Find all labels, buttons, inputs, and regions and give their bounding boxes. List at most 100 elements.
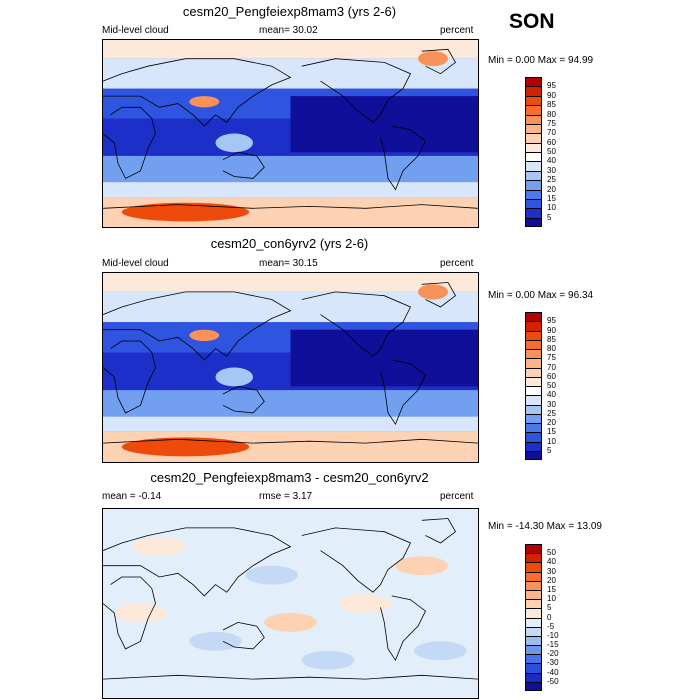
colorbar-swatch [526, 664, 541, 674]
map-plot [102, 508, 479, 699]
colorbar-swatch [526, 433, 541, 443]
min-max-label: Min = -14.30 Max = 13.09 [488, 521, 602, 532]
colorbar-tick-label: 25 [547, 175, 556, 185]
colorbar-tick-label: 20 [547, 575, 556, 585]
colorbar-tick-label: 90 [547, 325, 556, 335]
colorbar-swatches [525, 544, 542, 691]
coastline [380, 595, 427, 662]
coastline [103, 340, 156, 414]
colorbar-swatch [526, 655, 541, 665]
colorbar-swatch [526, 313, 541, 323]
coastline [301, 291, 412, 357]
coastline [103, 438, 478, 444]
colorbar-tick-label: -30 [547, 658, 559, 668]
colorbar-swatch [526, 162, 541, 172]
colorbar-swatch [526, 171, 541, 182]
colorbar-swatch [526, 359, 541, 369]
colorbar-swatch [526, 609, 541, 619]
colorbar-tick-label: 80 [547, 109, 556, 119]
colorbar-swatch [526, 134, 541, 144]
coastline [421, 518, 457, 544]
panel-title: cesm20_Pengfeiexp8mam3 - cesm20_con6yrv2 [150, 470, 429, 485]
coastline [301, 527, 412, 593]
colorbar-tick-label: -40 [547, 667, 559, 677]
coastline [103, 58, 292, 127]
colorbar: 50 40 30 20 15 10 5 0 -5 -10 -15 -20 -30 -40 -50 [525, 544, 585, 691]
colorbar-tick-label: -5 [547, 621, 555, 631]
colorbar-swatch [526, 396, 541, 406]
colorbar-swatch [526, 572, 541, 582]
colorbar-tick-label: 10 [547, 203, 556, 213]
coastline [421, 48, 457, 75]
colorbar-swatch [526, 124, 541, 135]
colorbar-tick-label: 0 [547, 612, 552, 622]
colorbar-swatches [525, 312, 542, 460]
colorbar-tick-label: 30 [547, 566, 556, 576]
colorbar-swatch [526, 87, 541, 97]
colorbar-tick-label: 15 [547, 584, 556, 594]
colorbar-swatch [526, 181, 541, 191]
colorbar-swatch [526, 340, 541, 350]
colorbar-tick-label: 60 [547, 371, 556, 381]
colorbar-swatch [526, 199, 541, 210]
colorbar-tick-label: 40 [547, 390, 556, 400]
colorbar-tick-label: 85 [547, 100, 556, 110]
colorbar-swatch [526, 600, 541, 610]
min-max-label: Min = 0.00 Max = 96.34 [488, 290, 594, 301]
colorbar-tick-label: 75 [547, 118, 556, 128]
colorbar-tick-label: 15 [547, 193, 556, 203]
colorbar-swatch [526, 143, 541, 153]
colorbar-swatch [526, 209, 541, 219]
panel-title: cesm20_con6yrv2 (yrs 2-6) [210, 236, 369, 251]
colorbar-tick-label: 90 [547, 90, 556, 100]
colorbar-swatch [526, 218, 541, 226]
colorbar-tick-label: 85 [547, 334, 556, 344]
colorbar-swatch [526, 115, 541, 125]
colorbar-swatch [526, 618, 541, 628]
colorbar-tick-label: 30 [547, 399, 556, 409]
coastline [103, 291, 292, 361]
colorbar-tick-label: 30 [547, 165, 556, 175]
coastline [222, 385, 265, 414]
colorbar-tick-label: 5 [547, 603, 552, 613]
map-plot [102, 39, 479, 228]
colorbar-swatch [526, 682, 541, 690]
colorbar-swatch [526, 424, 541, 434]
coastline [222, 151, 265, 179]
colorbar-tick-label: 60 [547, 137, 556, 147]
min-max-label: Min = 0.00 Max = 94.99 [488, 55, 594, 66]
coastline [103, 674, 478, 680]
colorbar: 95 90 85 80 75 70 60 50 40 30 25 20 15 10 5 [525, 77, 585, 227]
colorbar-tick-label: 5 [547, 212, 552, 222]
colorbar-swatch [526, 190, 541, 200]
colorbar-tick-label: 50 [547, 381, 556, 390]
colorbar-swatch [526, 451, 541, 459]
field-label: Mid-level cloud [102, 25, 169, 36]
colorbar-swatch [526, 627, 541, 637]
colorbar-swatch [526, 331, 541, 341]
season-label: SON [509, 10, 555, 33]
colorbar-swatch [526, 387, 541, 397]
rmse-label: rmse = 3.17 [259, 491, 313, 502]
colorbar-swatch [526, 581, 541, 591]
colorbar-tick-label: 95 [547, 316, 556, 326]
colorbar-swatch [526, 414, 541, 424]
colorbar-tick-label: 15 [547, 427, 556, 437]
coastline [103, 106, 156, 179]
colorbar-swatch [526, 554, 541, 564]
colorbar-tick-label: 70 [547, 128, 556, 138]
colorbar-swatch [526, 78, 541, 88]
units-label: percent [440, 258, 474, 269]
colorbar-swatch [526, 106, 541, 116]
colorbar-swatch [526, 442, 541, 452]
colorbar-tick-label: 40 [547, 557, 556, 567]
colorbar-tick-label: 20 [547, 184, 556, 194]
colorbar: 95 90 85 80 75 70 60 50 40 30 25 20 15 10 5 [525, 312, 585, 460]
colorbar-tick-label: 75 [547, 353, 556, 363]
coastline [421, 282, 457, 308]
colorbar-tick-label: 50 [547, 147, 556, 156]
units-label: percent [440, 491, 474, 502]
colorbar-swatch [526, 322, 541, 332]
colorbar-swatch [526, 646, 541, 656]
colorbar-tick-label: 95 [547, 81, 556, 91]
